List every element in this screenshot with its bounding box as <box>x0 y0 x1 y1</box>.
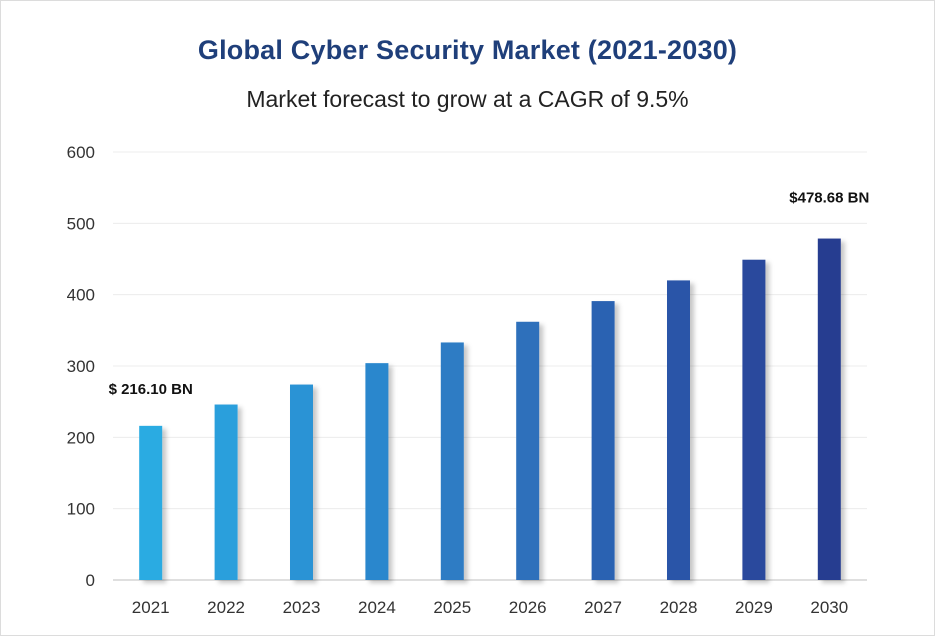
x-tick-label: 2023 <box>283 598 321 617</box>
x-tick-label: 2024 <box>358 598 396 617</box>
x-tick-label: 2030 <box>810 598 848 617</box>
bar-2025 <box>440 342 464 580</box>
y-axis-ticks: 0 100 200 300 400 500 600 <box>67 143 95 590</box>
y-tick-label: 100 <box>67 500 95 519</box>
y-tick-label: 400 <box>67 286 95 305</box>
y-tick-label: 200 <box>67 428 95 447</box>
bar-2022 <box>214 404 238 580</box>
x-tick-label: 2022 <box>207 598 245 617</box>
data-label: $ 216.10 BN <box>109 381 193 398</box>
y-tick-label: 300 <box>67 357 95 376</box>
y-tick-label: 500 <box>67 214 95 233</box>
x-axis-ticks: 2021 2022 2023 2024 2025 2026 2027 2028 2029 2030 <box>132 598 848 617</box>
bar-2021 <box>139 425 163 580</box>
x-tick-label: 2028 <box>660 598 698 617</box>
gridlines <box>113 151 867 581</box>
bar-2029 <box>742 259 766 580</box>
chart-subtitle: Market forecast to grow at a CAGR of 9.5… <box>246 86 689 112</box>
bar-2023 <box>290 384 313 580</box>
bar-2028 <box>667 280 690 580</box>
y-tick-label: 600 <box>67 143 95 162</box>
x-tick-label: 2027 <box>584 598 622 617</box>
bars <box>139 238 841 580</box>
bar-2026 <box>516 321 540 580</box>
x-tick-label: 2021 <box>132 598 170 617</box>
x-tick-label: 2026 <box>509 598 547 617</box>
bar-2024 <box>365 363 389 580</box>
y-tick-label: 0 <box>86 571 95 590</box>
data-label: $478.68 BN <box>789 190 869 207</box>
x-tick-label: 2029 <box>735 598 773 617</box>
bar-2027 <box>591 301 615 580</box>
chart-title: Global Cyber Security Market (2021-2030) <box>197 35 738 65</box>
x-tick-label: 2025 <box>433 598 471 617</box>
data-labels: $ 216.10 BN $478.68 BN <box>109 190 870 398</box>
bar-2030 <box>817 238 841 580</box>
